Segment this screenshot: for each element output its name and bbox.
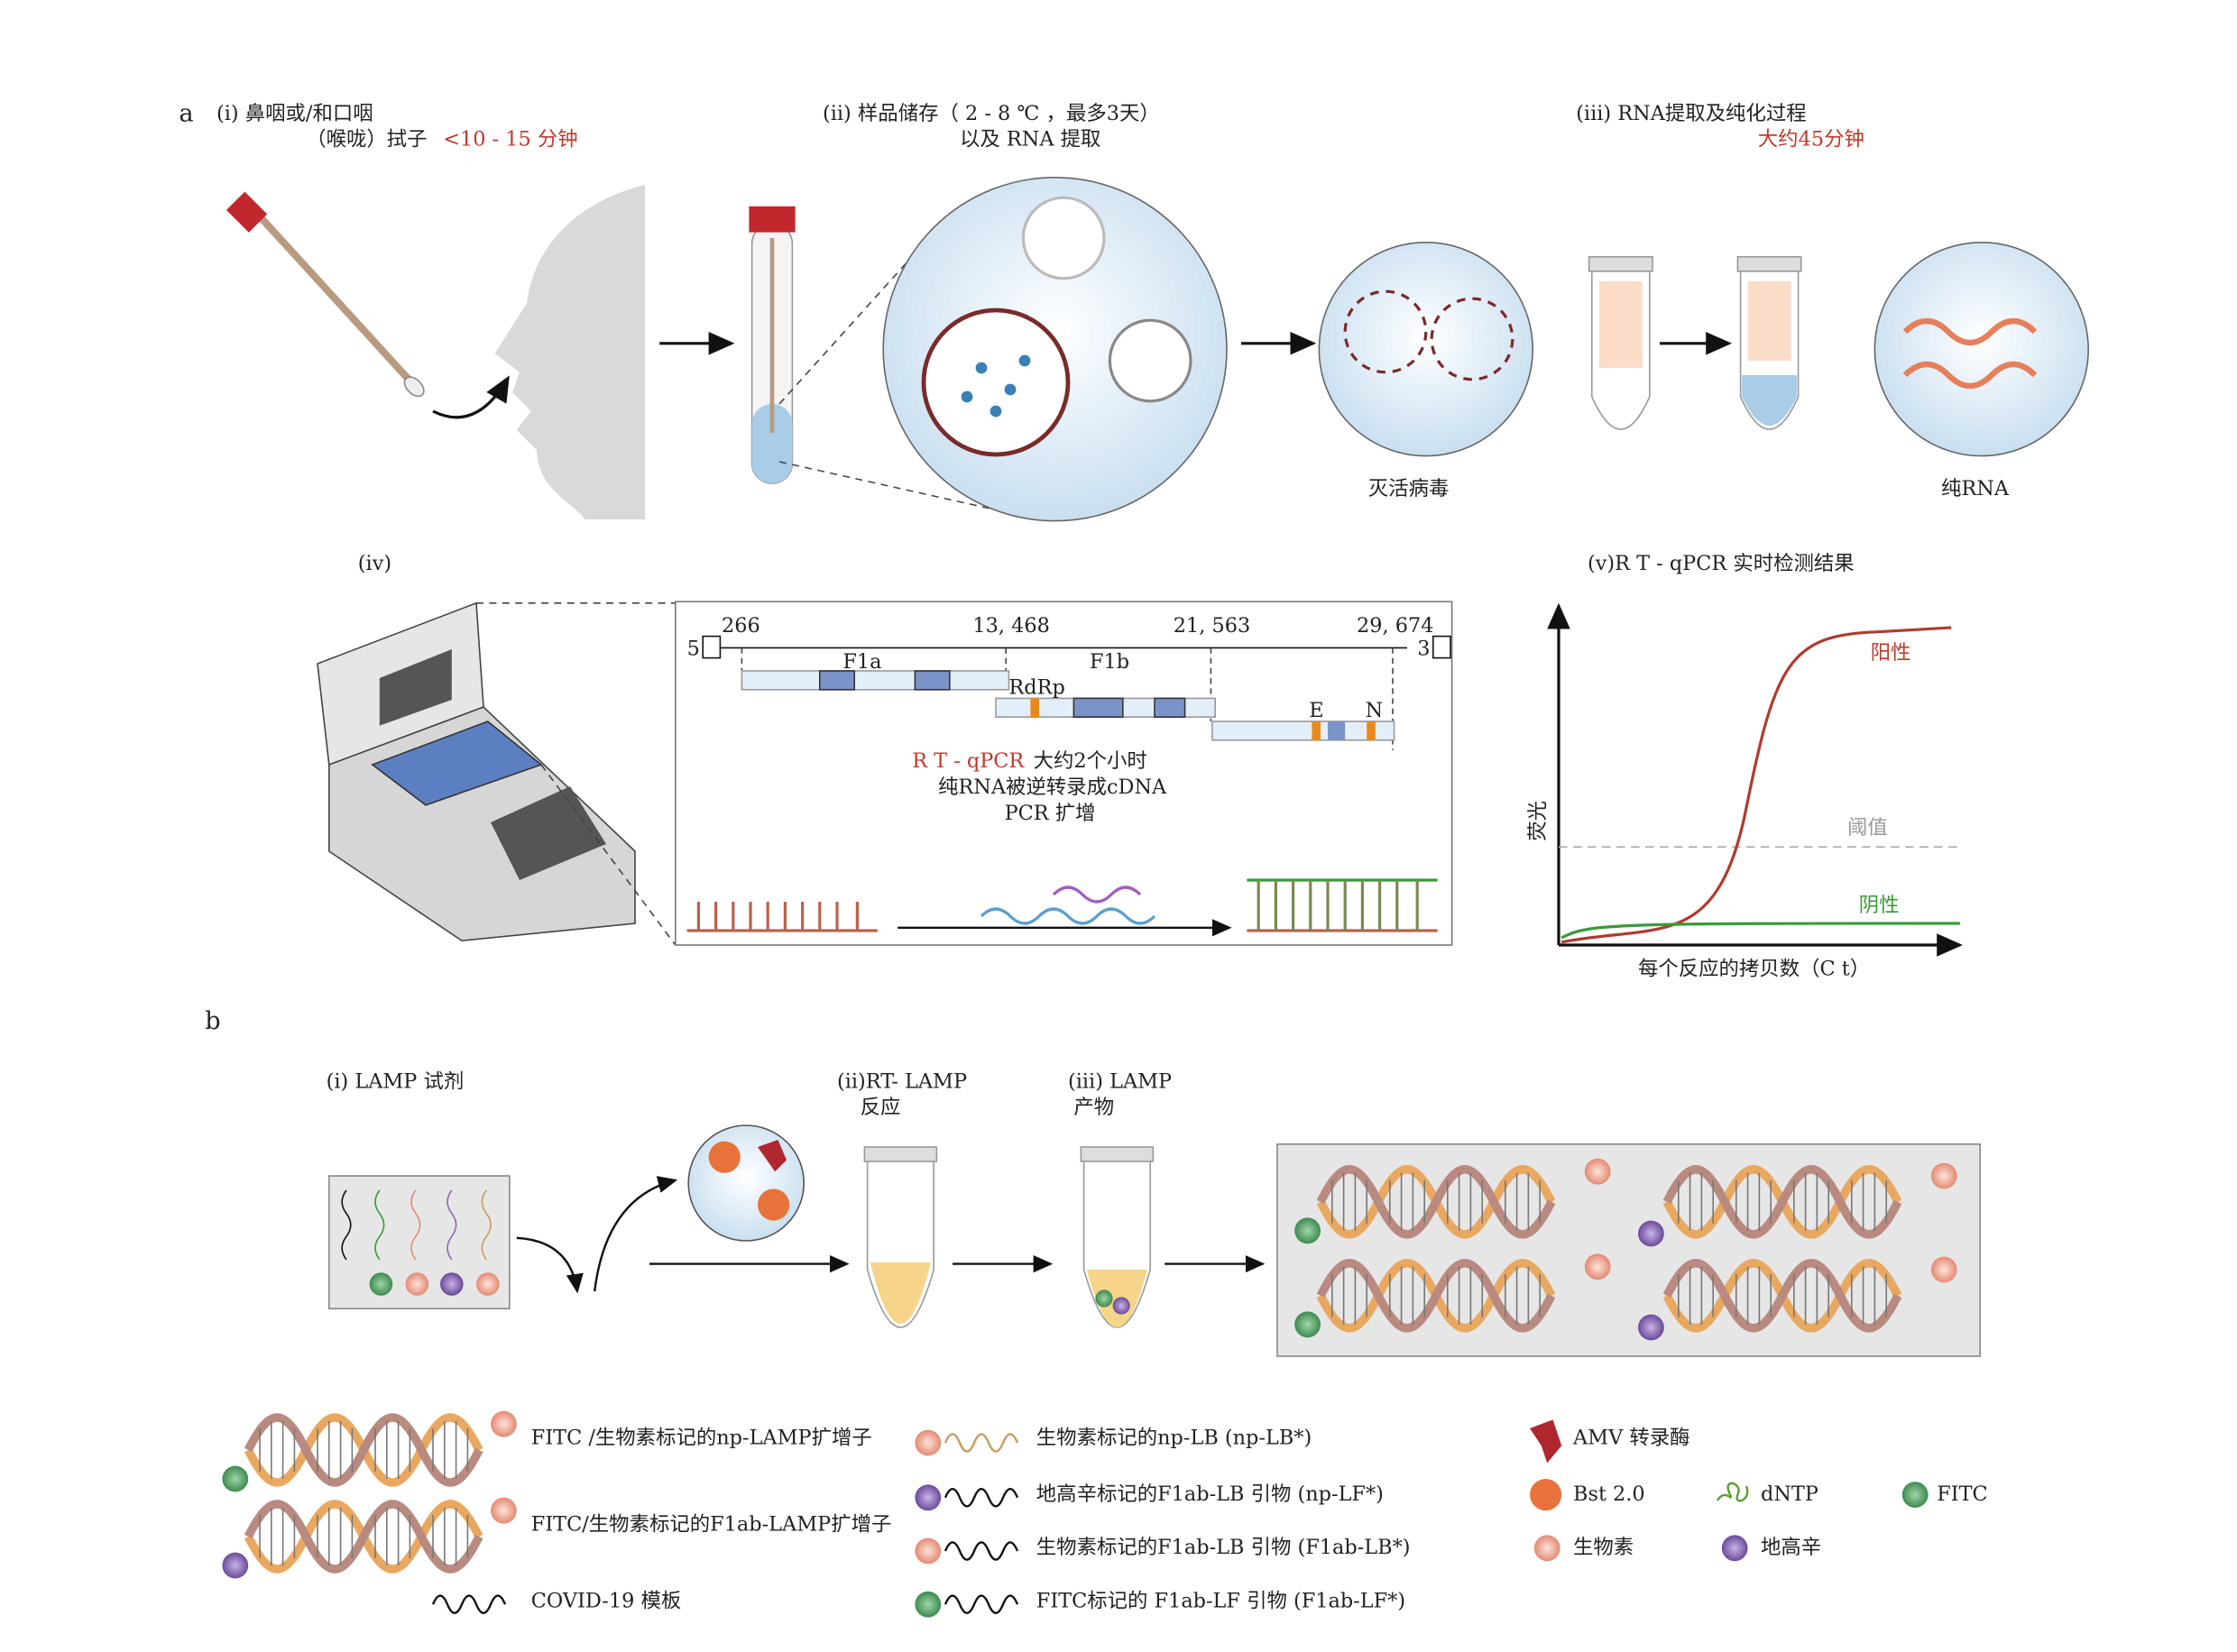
genome-position: 13, 468: [972, 614, 1049, 638]
step-ii-title: (ii) 样品储存（ 2 - 8 ℃ ，最多3天）: [823, 102, 1160, 125]
step-i-title: (i) 鼻咽或/和口咽: [216, 102, 373, 125]
swab-illustration: [226, 191, 510, 419]
threshold-label: 阈值: [1847, 816, 1888, 840]
rtqpcr-duration: 大约2个小时: [1034, 749, 1147, 773]
step-i-time: <10 - 15 分钟: [443, 128, 577, 151]
panel-a-label: a: [179, 99, 193, 127]
genome-position: 266: [722, 614, 760, 638]
pcr-machine: [317, 601, 677, 946]
step-v-label: (v)R T - qPCR 实时检测结果: [1588, 552, 1855, 575]
biotin-icon: [1533, 1535, 1560, 1562]
lamp-product-title: (iii) LAMP: [1068, 1069, 1172, 1093]
rna-bubble: [1873, 242, 2089, 457]
lamp-reagent-title: (i) LAMP 试剂: [327, 1069, 465, 1093]
legend-dntp: dNTP: [1761, 1482, 1818, 1506]
inactivated-virus-bubble: [1318, 242, 1534, 457]
gene-label: N: [1366, 699, 1384, 722]
lamp-reagents-box: [328, 1175, 511, 1310]
step-i-subtitle: （喉咙）拭子: [306, 128, 427, 151]
amv-icon: [1530, 1419, 1562, 1464]
legend-f1ab-amplicon: FITC/生物素标记的F1ab-LAMP扩增子: [531, 1513, 892, 1537]
legend-np-lb: 生物素标记的np-LB (np-LB*): [1036, 1427, 1312, 1450]
rt-lamp-subtitle: 反应: [861, 1096, 901, 1119]
legend-template: COVID-19 模板: [531, 1589, 681, 1612]
digoxin-icon: [1721, 1535, 1748, 1562]
enzyme-bubble: [687, 1124, 805, 1242]
rt-lamp-tube: [863, 1146, 938, 1328]
genome-position: 29, 674: [1357, 614, 1433, 638]
x-axis-label: 每个反应的拷贝数（C t）: [1638, 958, 1870, 981]
rtqpcr-step: 纯RNA被逆转录成cDNA: [938, 776, 1167, 799]
panel-b-label: b: [205, 1007, 220, 1035]
gene-structural: [1211, 720, 1395, 741]
step-iii-title: (iii) RNA提取及纯化过程: [1576, 102, 1806, 125]
legend-fitc: FITC: [1937, 1482, 1987, 1506]
qpcr-chart: [1547, 602, 1964, 957]
negative-label: 阴性: [1859, 894, 1900, 917]
bst-icon: [1530, 1479, 1562, 1511]
single-strand-cdna: [686, 902, 878, 932]
genome-position: 21, 563: [1174, 614, 1250, 638]
genome-5-end: 5: [687, 637, 700, 660]
lamp-product-tube: [1080, 1146, 1155, 1328]
step-iv-label: (iv): [358, 552, 391, 575]
lamp-product-subtitle: 产物: [1073, 1096, 1114, 1119]
negative-curve: [1560, 922, 1960, 940]
genome-panel: [675, 601, 1453, 946]
legend-digoxin: 地高辛: [1761, 1536, 1821, 1559]
legend: FITC /生物素标记的np-LAMP扩增子 FITC/生物素标记的F1ab-L…: [222, 1410, 1988, 1618]
inactivated-virus-label: 灭活病毒: [1368, 477, 1450, 500]
legend-np-lf: 地高辛标记的F1ab-LB 引物 (np-LF*): [1036, 1482, 1384, 1506]
extraction-tube: [1588, 256, 1653, 430]
double-strand-dna: [1247, 878, 1438, 932]
legend-bst: Bst 2.0: [1573, 1482, 1645, 1506]
step-ii-subtitle: 以及 RNA 提取: [960, 128, 1100, 151]
pure-rna-label: 纯RNA: [1941, 477, 2010, 500]
rtqpcr-step: PCR 扩增: [1005, 802, 1096, 825]
fitc-icon: [1901, 1482, 1929, 1508]
legend-biotin: 生物素: [1573, 1536, 1634, 1559]
gene-f1a: [741, 670, 1010, 691]
y-axis-label: 荧光: [1526, 801, 1550, 841]
positive-label: 阳性: [1871, 641, 1911, 665]
gene-label: E: [1309, 699, 1323, 722]
legend-np-amplicon: FITC /生物素标记的np-LAMP扩增子: [531, 1427, 872, 1450]
rtqpcr-label: R T - qPCR: [912, 749, 1025, 773]
positive-curve: [1560, 626, 1952, 944]
dntp-icon: [1716, 1482, 1749, 1502]
gene-label: F1b: [1090, 650, 1129, 674]
virus-icon: [921, 196, 1192, 457]
step-iii-time: 大约45分钟: [1758, 128, 1864, 151]
legend-amv: AMV 转录酶: [1572, 1427, 1690, 1450]
purified-tube: [1736, 256, 1802, 430]
legend-f1ab-lf: FITC标记的 F1ab-LF 引物 (F1ab-LF*): [1036, 1589, 1405, 1612]
face-silhouette: [494, 184, 646, 520]
gene-label: F1a: [842, 650, 881, 674]
rt-lamp-title: (ii)RT- LAMP: [837, 1069, 967, 1093]
legend-f1ab-lb: 生物素标记的F1ab-LB 引物 (F1ab-LB*): [1036, 1536, 1411, 1559]
gene-label: RdRp: [1008, 676, 1064, 700]
genome-3-end: 3: [1417, 637, 1430, 660]
